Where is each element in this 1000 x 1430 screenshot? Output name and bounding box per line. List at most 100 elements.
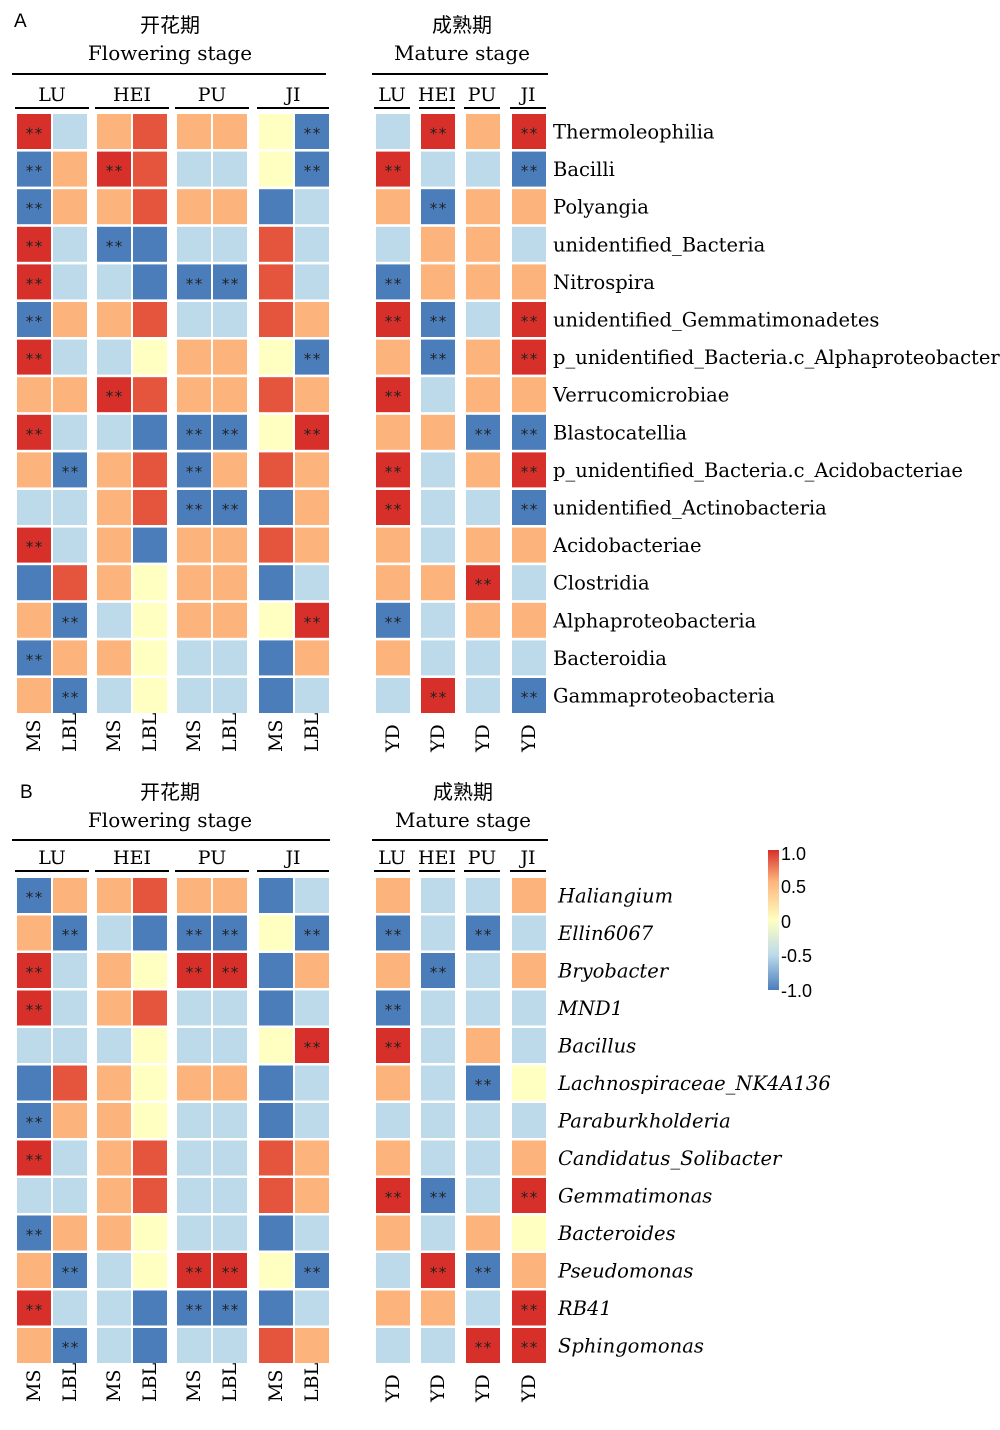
significance-marker: ** <box>25 1114 43 1132</box>
column-label: YD <box>472 1374 494 1403</box>
significance-marker: ** <box>25 1301 43 1319</box>
significance-marker: ** <box>520 689 538 707</box>
significance-marker: ** <box>520 1189 538 1207</box>
heatmap-cell-mature <box>376 990 410 1026</box>
significance-marker: ** <box>25 162 43 180</box>
heatmap-cell-mature <box>512 1065 546 1101</box>
significance-marker: ** <box>384 463 402 481</box>
heatmap-cell-flowering <box>17 490 51 525</box>
heatmap-cell-flowering <box>17 226 51 262</box>
heatmap-cell-flowering <box>259 1028 293 1063</box>
heatmap-cell-mature <box>466 878 500 913</box>
significance-marker: ** <box>384 275 402 293</box>
heatmap-cell-flowering <box>17 915 51 951</box>
significance-marker: ** <box>61 1339 79 1357</box>
heatmap-cell-flowering <box>259 302 293 337</box>
heatmap-cell-flowering <box>177 414 211 450</box>
significance-marker: ** <box>474 425 492 443</box>
heatmap-cell-flowering <box>259 452 293 488</box>
heatmap-cell-mature <box>512 1253 546 1288</box>
heatmap-cell-flowering <box>295 151 329 187</box>
heatmap-cell-flowering <box>295 1178 329 1213</box>
significance-marker: ** <box>384 501 402 519</box>
heatmap-cell-flowering <box>213 1140 247 1176</box>
heatmap-cell-flowering <box>97 414 131 450</box>
significance-marker: ** <box>25 889 43 907</box>
heatmap-cell-mature <box>421 114 455 149</box>
heatmap-cell-flowering <box>177 1215 211 1251</box>
significance-marker: ** <box>25 313 43 331</box>
heatmap-cell-flowering <box>97 189 131 225</box>
colorbar-tick-label: -0.5 <box>781 946 812 966</box>
heatmap-cell-flowering <box>97 878 131 913</box>
significance-marker: ** <box>25 538 43 556</box>
heatmap-cell-flowering <box>53 1215 87 1251</box>
column-label: LBL <box>219 1362 241 1402</box>
column-label: YD <box>518 724 540 753</box>
significance-marker: ** <box>61 689 79 707</box>
heatmap-cell-mature <box>466 1253 500 1288</box>
heatmap-cell-mature <box>376 915 410 951</box>
heatmap-cell-flowering <box>133 414 167 450</box>
row-label: MND1 <box>557 997 623 1020</box>
column-label: YD <box>518 1374 540 1403</box>
heatmap-cell-flowering <box>17 189 51 225</box>
heatmap-cell-mature <box>376 452 410 488</box>
column-label: MS <box>23 1370 45 1402</box>
heatmap-cell-flowering <box>177 915 211 951</box>
significance-marker: ** <box>520 425 538 443</box>
heatmap-cell-flowering <box>17 1140 51 1176</box>
heatmap-cell-mature <box>421 1065 455 1101</box>
heatmap-cell-flowering <box>97 226 131 262</box>
significance-marker: ** <box>185 275 203 293</box>
heatmap-cell-mature <box>466 114 500 149</box>
significance-marker: ** <box>429 1264 447 1282</box>
heatmap-cell-flowering <box>259 602 293 638</box>
row-label: Gemmatimonas <box>558 1185 712 1208</box>
column-label: LBL <box>59 712 81 752</box>
heatmap-cell-flowering <box>17 1215 51 1251</box>
heatmap-cell-flowering <box>259 1290 293 1326</box>
significance-marker: ** <box>25 1226 43 1244</box>
heatmap-cell-mature <box>421 151 455 187</box>
mature-group-label: PU <box>468 847 496 869</box>
heatmap-cell-flowering <box>53 990 87 1026</box>
significance-marker: ** <box>25 1001 43 1019</box>
row-label: Bacilli <box>553 158 615 181</box>
row-label: Pseudomonas <box>557 1260 693 1283</box>
heatmap-cell-flowering <box>133 602 167 638</box>
heatmap-cell-flowering <box>97 452 131 488</box>
significance-marker: ** <box>221 1301 239 1319</box>
heatmap-cell-mature <box>466 1290 500 1326</box>
significance-marker: ** <box>474 926 492 944</box>
heatmap-cell-mature <box>466 953 500 988</box>
heatmap-cell-flowering <box>213 640 247 676</box>
heatmap-cell-flowering <box>17 527 51 563</box>
heatmap-cell-flowering <box>259 878 293 913</box>
heatmap-cell-mature <box>376 878 410 913</box>
heatmap-cell-mature <box>512 452 546 488</box>
heatmap-cell-mature <box>421 1103 455 1138</box>
mature-group-label: JI <box>518 84 535 106</box>
heatmap-cell-mature <box>376 527 410 563</box>
heatmap-cell-flowering <box>53 1028 87 1063</box>
row-label: Nitrospira <box>553 271 655 294</box>
heatmap-cell-flowering <box>213 414 247 450</box>
heatmap-cell-mature <box>466 1178 500 1213</box>
heatmap-cell-flowering <box>97 1065 131 1101</box>
heatmap-cell-mature <box>466 565 500 601</box>
significance-marker: ** <box>429 313 447 331</box>
heatmap-cell-flowering <box>53 1178 87 1213</box>
significance-marker: ** <box>25 350 43 368</box>
significance-marker: ** <box>429 125 447 143</box>
heatmap-cell-mature <box>512 678 546 713</box>
heatmap-cell-flowering <box>259 678 293 713</box>
heatmap-cell-mature <box>466 1215 500 1251</box>
significance-marker: ** <box>185 926 203 944</box>
significance-marker: ** <box>61 613 79 631</box>
heatmap-cell-flowering <box>259 640 293 676</box>
row-label: Bacteroidia <box>553 647 667 670</box>
heatmap-cell-mature <box>466 414 500 450</box>
heatmap-cell-mature <box>376 114 410 149</box>
heatmap-cell-flowering <box>97 490 131 525</box>
